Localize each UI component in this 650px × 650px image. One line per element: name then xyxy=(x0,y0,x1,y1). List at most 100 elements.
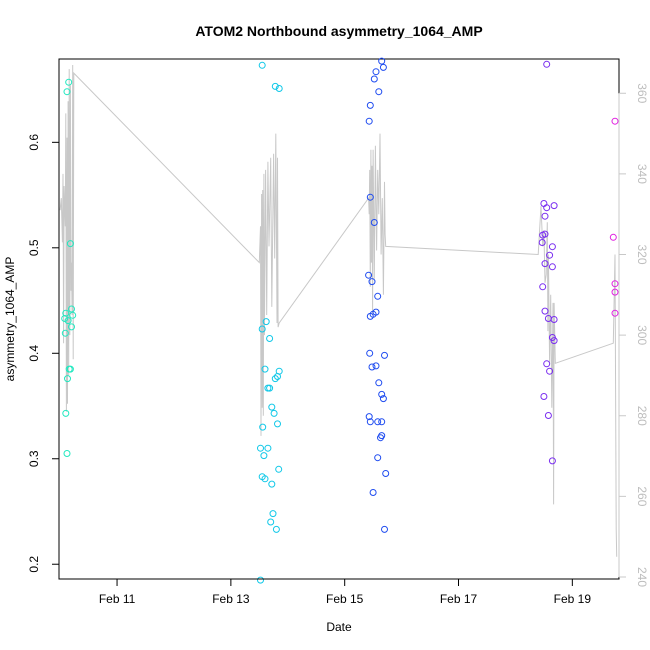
data-point-s2-31 xyxy=(381,525,388,533)
y2-tick-label-6: 360 xyxy=(635,83,649,103)
x-tick-label-0: Feb 11 xyxy=(99,592,136,606)
data-point-s2-6 xyxy=(365,117,373,125)
data-point-s1-11 xyxy=(266,384,274,392)
data-point-s1-18 xyxy=(260,452,268,460)
x-axis-label: Date xyxy=(326,620,352,634)
y2-tick-label-3: 300 xyxy=(635,325,649,345)
data-point-s0-13 xyxy=(62,409,70,417)
data-point-s1-8 xyxy=(274,373,281,380)
data-point-s1-7 xyxy=(261,365,269,373)
y-tick-label-3: 0.5 xyxy=(27,239,41,256)
data-point-s4-2 xyxy=(611,280,619,288)
data-point-s1-25 xyxy=(272,525,280,533)
data-point-s2-4 xyxy=(375,88,383,96)
data-point-s0-0 xyxy=(65,78,73,86)
data-point-s2-5 xyxy=(366,101,374,109)
y2-tick-label-5: 340 xyxy=(635,164,649,184)
data-point-s2-11 xyxy=(374,292,382,300)
data-point-s1-21 xyxy=(261,475,269,483)
data-point-s1-16 xyxy=(257,444,264,452)
chart-title: ATOM2 Northbound asymmetry_1064_AMP xyxy=(195,23,482,39)
data-point-s3-15 xyxy=(550,316,558,323)
x-tick-label-3: Feb 17 xyxy=(440,592,478,606)
data-point-s0-2 xyxy=(66,240,74,248)
data-point-s3-22 xyxy=(548,457,556,465)
data-point-s1-3 xyxy=(258,325,266,333)
y-axis-right: 240 260 280 300 320 340 360 xyxy=(618,83,649,587)
data-point-s2-29 xyxy=(382,470,390,477)
data-point-s2-0 xyxy=(378,57,386,65)
data-point-s2-20 xyxy=(378,390,386,398)
y-tick-label-0: 0.2 xyxy=(27,556,41,573)
data-point-s0-1 xyxy=(63,88,71,96)
y2-tick-label-2: 280 xyxy=(635,406,649,426)
data-point-s4-1 xyxy=(609,233,617,241)
series-line xyxy=(59,64,618,557)
data-point-s3-12 xyxy=(539,283,547,291)
x-axis: Feb 11 Feb 13 Feb 15 Feb 17 Feb 19 xyxy=(99,578,592,606)
data-point-s1-14 xyxy=(274,420,281,428)
data-point-s1-9 xyxy=(271,375,279,383)
data-point-s3-11 xyxy=(548,263,556,271)
data-point-s3-20 xyxy=(540,393,548,400)
data-point-s3-18 xyxy=(546,367,554,375)
y-tick-label-1: 0.3 xyxy=(27,450,41,467)
plot-area-frame xyxy=(58,58,620,580)
data-point-s1-24 xyxy=(267,518,275,526)
data-point-s3-3 xyxy=(550,202,558,210)
data-point-s2-10 xyxy=(368,278,376,286)
data-point-s1-12 xyxy=(268,403,276,411)
y-tick-label-2: 0.4 xyxy=(27,345,41,362)
points-layer xyxy=(61,57,619,584)
data-point-s0-12 xyxy=(64,375,71,383)
data-point-s2-17 xyxy=(368,363,376,371)
data-point-s0-4 xyxy=(62,309,70,317)
data-point-s0-9 xyxy=(61,329,69,337)
data-point-s4-0 xyxy=(611,117,619,125)
data-point-s1-1 xyxy=(271,82,279,90)
data-point-s1-2 xyxy=(275,85,283,92)
data-point-s3-0 xyxy=(543,60,551,68)
data-point-s3-8 xyxy=(548,243,556,251)
data-point-s2-28 xyxy=(374,454,382,462)
data-point-s2-27 xyxy=(377,434,384,442)
data-point-s2-24 xyxy=(374,418,382,426)
data-point-s3-21 xyxy=(544,412,552,419)
data-point-s2-9 xyxy=(365,271,373,279)
data-point-s1-13 xyxy=(270,409,278,417)
y-tick-label-4: 0.6 xyxy=(27,134,41,151)
data-point-s3-19 xyxy=(543,360,551,368)
data-point-s1-0 xyxy=(258,61,266,69)
data-point-s1-17 xyxy=(264,444,272,452)
y-axis-left: 0.2 0.3 0.4 0.5 0.6 xyxy=(27,134,60,573)
data-point-s0-11 xyxy=(65,365,73,373)
data-point-s2-1 xyxy=(372,68,380,76)
data-point-s0-14 xyxy=(63,450,71,457)
data-point-s1-15 xyxy=(259,423,267,431)
data-point-s2-18 xyxy=(372,362,380,370)
data-point-s2-2 xyxy=(379,63,387,71)
data-point-s2-30 xyxy=(369,489,377,496)
x-tick-label-4: Feb 19 xyxy=(554,592,592,606)
trend-line-layer xyxy=(59,64,618,557)
data-point-s2-23 xyxy=(366,418,374,426)
data-point-s1-23 xyxy=(269,510,277,518)
data-point-s3-2 xyxy=(543,204,551,212)
y2-tick-label-0: 240 xyxy=(635,567,649,587)
data-point-s2-25 xyxy=(378,418,386,426)
x-tick-label-2: Feb 15 xyxy=(326,592,364,606)
data-point-s2-7 xyxy=(366,193,374,201)
data-point-s0-3 xyxy=(68,305,75,313)
y2-tick-label-1: 260 xyxy=(635,486,649,506)
data-point-s3-7 xyxy=(538,239,546,246)
data-point-s3-6 xyxy=(541,230,549,238)
data-point-s1-26 xyxy=(257,576,264,584)
data-point-s0-5 xyxy=(69,311,77,319)
data-point-s2-16 xyxy=(366,349,374,357)
data-point-s2-14 xyxy=(366,312,374,320)
data-point-s0-8 xyxy=(68,323,75,331)
data-point-s4-4 xyxy=(611,309,619,317)
data-point-s3-10 xyxy=(541,260,549,268)
data-point-s2-3 xyxy=(370,75,378,83)
data-point-s3-17 xyxy=(550,337,558,345)
